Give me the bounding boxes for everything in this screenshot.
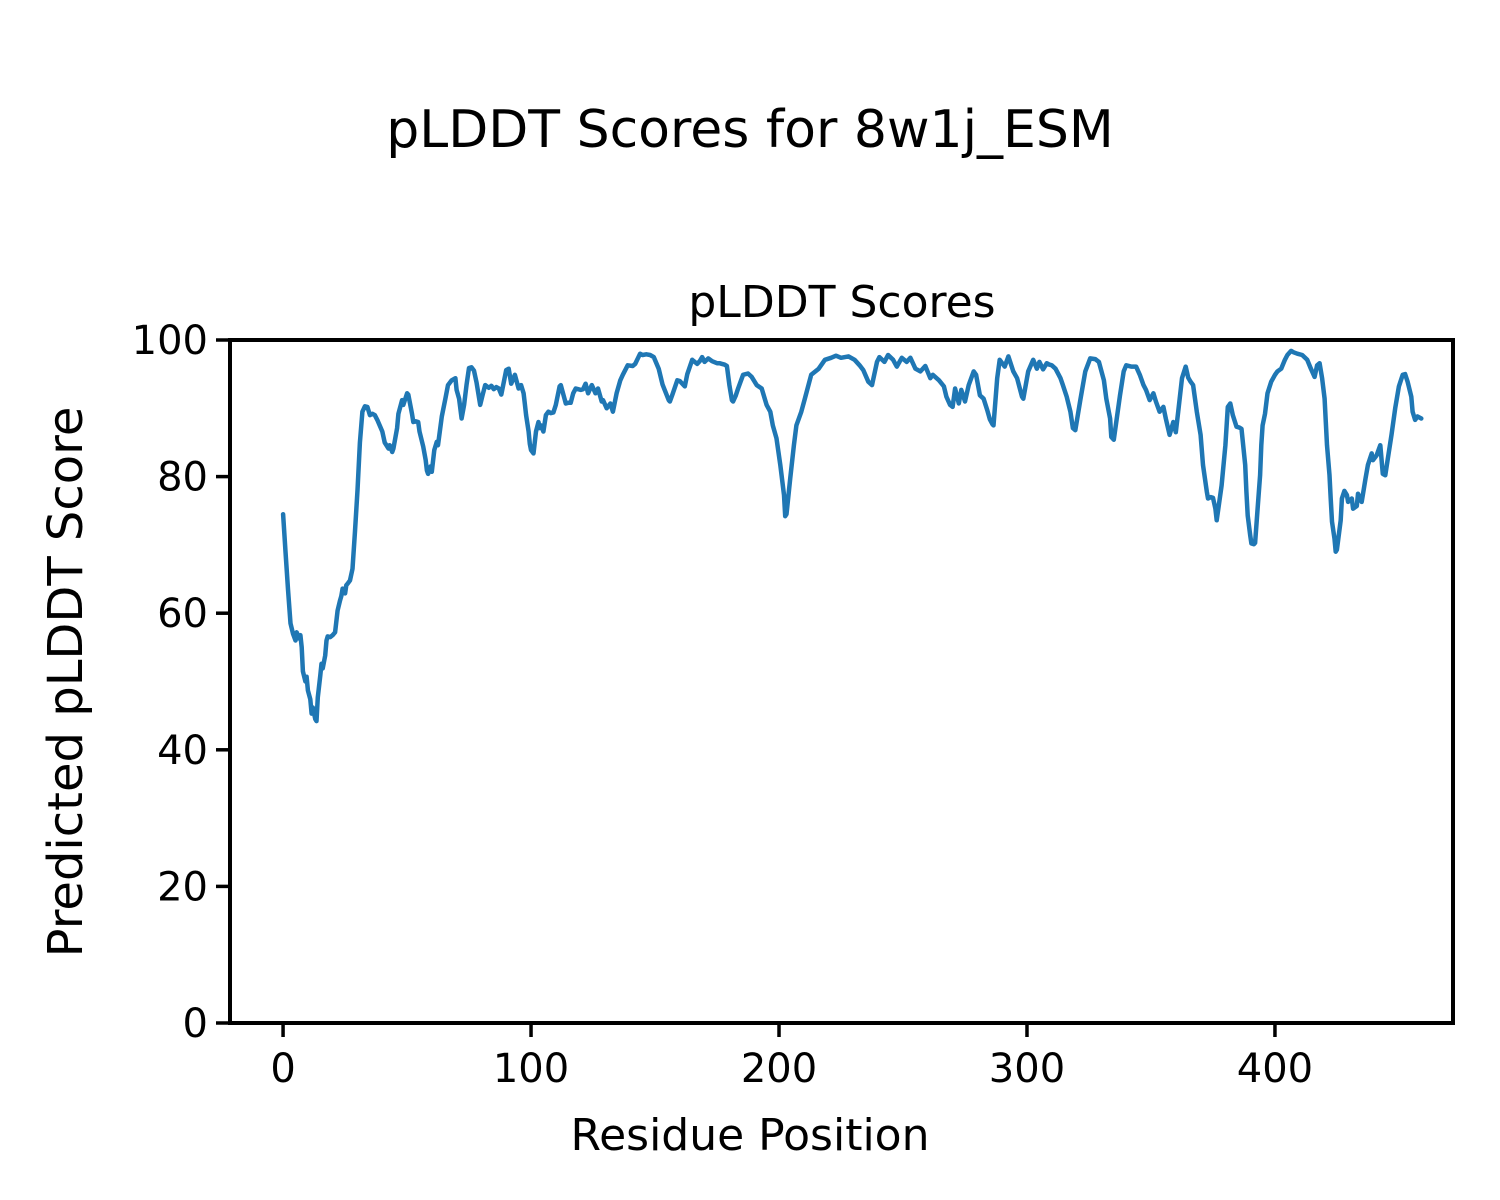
x-tick-label: 400: [1237, 1046, 1313, 1092]
figure-suptitle: pLDDT Scores for 8w1j_ESM: [386, 100, 1114, 160]
y-axis-label: Predicted pLDDT Score: [38, 407, 94, 958]
plddt-line: [280, 348, 1424, 724]
x-tick-label: 300: [989, 1046, 1065, 1092]
x-axis-label: Residue Position: [570, 1110, 929, 1161]
x-tick-label: 100: [493, 1046, 569, 1092]
plot-area-frame: [228, 338, 1455, 1025]
y-tick-label: 60: [157, 591, 208, 637]
y-axis-ticks: 0 20 40 60 80 100: [132, 318, 230, 1047]
plddt-line-group: [280, 348, 1424, 724]
y-tick-label: 80: [157, 455, 208, 501]
axes-title: pLDDT Scores: [688, 277, 995, 328]
x-tick-label: 0: [270, 1046, 295, 1092]
x-tick-label: 200: [741, 1046, 817, 1092]
y-tick-label: 0: [183, 1001, 208, 1047]
y-tick-label: 40: [157, 728, 208, 774]
y-tick-label: 20: [157, 864, 208, 910]
x-axis-ticks: 0 100 200 300 400: [270, 1023, 1313, 1092]
y-tick-label: 100: [132, 318, 208, 364]
